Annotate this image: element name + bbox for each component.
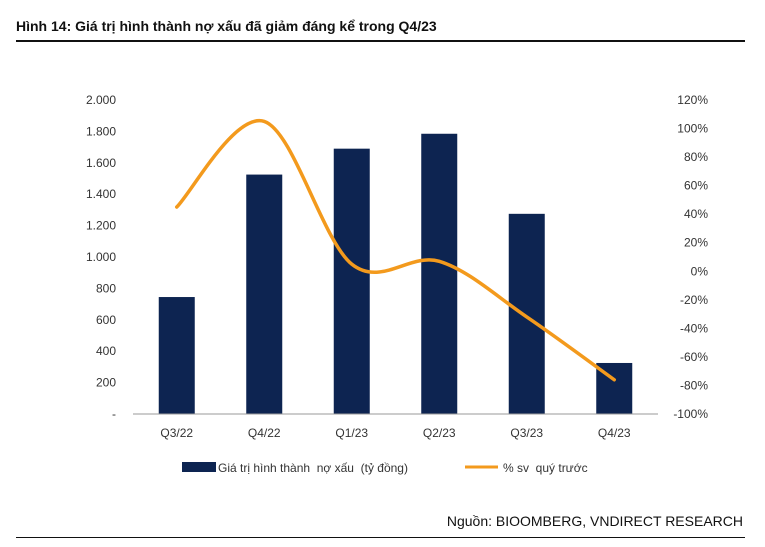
bar-Q3/22 [158, 297, 195, 414]
left-tick-label: 600 [96, 313, 116, 327]
left-tick-label: - [112, 407, 116, 421]
right-tick-label: 0% [691, 264, 709, 278]
left-tick-label: 200 [96, 376, 116, 390]
right-axis-ticks: -100% -80% -60% -40% -20% 0% 20% 40% 60% 80% 100% 1… [673, 93, 708, 421]
left-axis-ticks: - 200 400 600 800 1.000 1.200 1.400 1.600 1.800 2.… [86, 93, 116, 421]
left-tick-label: 1.800 [86, 124, 116, 138]
left-tick-label: 800 [96, 281, 116, 295]
legend-bar-label: Giá trị hình thành nợ xấu (tỷ đồng) [218, 461, 408, 475]
x-tick-label: Q4/23 [598, 426, 631, 440]
legend: Giá trị hình thành nợ xấu (tỷ đồng) % sv… [182, 461, 588, 475]
x-tick-label: Q1/23 [335, 426, 368, 440]
bar-Q4/22 [246, 174, 283, 414]
right-tick-label: -20% [680, 293, 708, 307]
footer-rule [16, 537, 745, 538]
chart-title: Hình 14: Giá trị hình thành nợ xấu đã gi… [16, 18, 437, 34]
combo-chart: - 200 400 600 800 1.000 1.200 1.400 1.600 1.800 2.… [86, 93, 708, 475]
title-rule [16, 40, 745, 42]
left-tick-label: 1.200 [86, 219, 116, 233]
x-tick-label: Q3/23 [510, 426, 543, 440]
right-tick-label: -60% [680, 350, 708, 364]
bar-Q2/23 [421, 133, 458, 414]
x-tick-label: Q2/23 [423, 426, 456, 440]
right-tick-label: 120% [677, 93, 708, 107]
right-tick-label: 20% [684, 236, 708, 250]
left-tick-label: 1.400 [86, 187, 116, 201]
right-tick-label: 100% [677, 122, 708, 136]
left-tick-label: 1.600 [86, 156, 116, 170]
left-tick-label: 1.000 [86, 250, 116, 264]
right-tick-label: 60% [684, 179, 708, 193]
legend-bar-swatch [182, 462, 216, 472]
right-tick-label: -40% [680, 321, 708, 335]
x-tick-label: Q3/22 [160, 426, 193, 440]
legend-line-label: % sv quý trước [503, 461, 588, 475]
x-axis-ticks: Q3/22 Q4/22 Q1/23 Q2/23 Q3/23 Q4/23 [160, 426, 631, 440]
line-series [175, 119, 616, 382]
bar-Q3/23 [508, 213, 545, 414]
left-tick-label: 400 [96, 344, 116, 358]
bar-series [158, 133, 633, 415]
right-tick-label: -100% [673, 407, 708, 421]
right-tick-label: -80% [680, 378, 708, 392]
left-tick-label: 2.000 [86, 93, 116, 107]
x-tick-label: Q4/22 [248, 426, 281, 440]
right-tick-label: 80% [684, 150, 708, 164]
source-note: Nguồn: BIOOMBERG, VNDIRECT RESEARCH [446, 513, 743, 529]
right-tick-label: 40% [684, 207, 708, 221]
bar-Q1/23 [333, 148, 370, 415]
